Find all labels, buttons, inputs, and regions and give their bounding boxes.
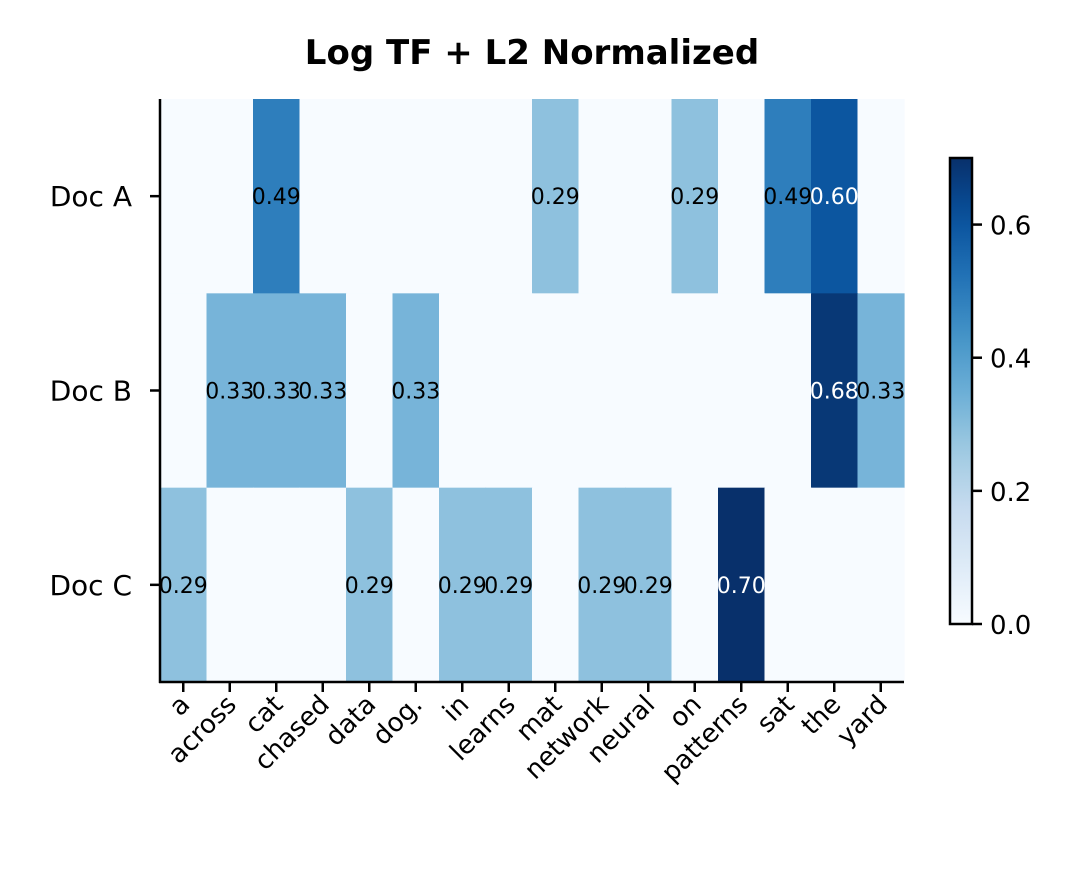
heatmap-cell xyxy=(764,487,812,683)
heatmap-cell xyxy=(718,99,766,294)
heatmap-cell xyxy=(392,99,440,294)
cell-value-label: 0.33 xyxy=(205,380,254,405)
x-tick-label: sat xyxy=(751,690,800,739)
heatmap-cell xyxy=(439,293,487,489)
heatmap-cell xyxy=(253,293,301,489)
colorbar: 0.0 0.2 0.4 0.6 xyxy=(948,156,1031,641)
x-tick-label: yard xyxy=(831,690,893,752)
heatmap-cell xyxy=(532,99,580,294)
heatmap-cell xyxy=(625,99,673,294)
y-tick-label: Doc C xyxy=(49,569,132,602)
cell-value-label: 0.70 xyxy=(717,574,766,599)
colorbar-tick-label: 0.4 xyxy=(990,345,1031,375)
x-tick-label: data xyxy=(320,690,383,753)
heatmap-cell xyxy=(532,293,580,489)
heatmap-cell xyxy=(857,487,905,683)
cell-value-label: 0.29 xyxy=(484,574,533,599)
cell-value-label: 0.49 xyxy=(252,185,301,210)
heatmap-cells xyxy=(160,99,905,683)
heatmap-cell xyxy=(578,487,626,683)
heatmap-cell xyxy=(346,487,394,683)
heatmap-cell xyxy=(299,293,347,489)
heatmap-cell xyxy=(253,487,301,683)
heatmap-cell xyxy=(439,99,487,294)
heatmap-cell xyxy=(392,293,440,489)
chart-title: Log TF + L2 Normalized xyxy=(305,33,759,73)
heatmap-cell xyxy=(532,487,580,683)
heatmap-cell xyxy=(392,487,440,683)
y-tick-label: Doc A xyxy=(50,180,132,213)
cell-value-label: 0.60 xyxy=(810,185,859,210)
cell-value-label: 0.33 xyxy=(298,380,347,405)
colorbar-tick-label: 0.0 xyxy=(990,611,1031,641)
heatmap-cell xyxy=(671,487,719,683)
heatmap-cell xyxy=(857,99,905,294)
heatmap-cell xyxy=(346,99,394,294)
heatmap-cell xyxy=(764,293,812,489)
heatmap-cell xyxy=(671,293,719,489)
heatmap-cell xyxy=(718,487,766,683)
heatmap-cell xyxy=(811,99,859,294)
heatmap-cell xyxy=(206,487,254,683)
x-tick-label: dog. xyxy=(367,690,429,752)
y-axis-ticks: Doc A Doc B Doc C xyxy=(49,180,160,602)
heatmap-cell xyxy=(253,99,301,294)
colorbar-tick-label: 0.2 xyxy=(990,478,1031,508)
cell-value-label: 0.29 xyxy=(624,574,673,599)
colorbar-tick-label: 0.6 xyxy=(990,212,1031,242)
heatmap-cell xyxy=(625,487,673,683)
heatmap-cell xyxy=(671,99,719,294)
heatmap-cell xyxy=(625,293,673,489)
heatmap-cell xyxy=(160,293,208,489)
colorbar-gradient xyxy=(950,158,972,624)
heatmap-cell xyxy=(718,293,766,489)
cell-value-label: 0.29 xyxy=(345,574,394,599)
heatmap-cell xyxy=(206,293,254,489)
cell-value-label: 0.29 xyxy=(577,574,626,599)
cell-value-label: 0.33 xyxy=(856,380,905,405)
colorbar-frame xyxy=(948,156,974,626)
cell-value-label: 0.33 xyxy=(391,380,440,405)
heatmap-cell xyxy=(811,487,859,683)
heatmap-cell xyxy=(764,99,812,294)
cell-value-label: 0.68 xyxy=(810,380,859,405)
heatmap-cell xyxy=(485,99,533,294)
cell-value-label: 0.29 xyxy=(531,185,580,210)
heatmap-cell xyxy=(485,293,533,489)
heatmap-cell xyxy=(346,293,394,489)
heatmap-cell xyxy=(485,487,533,683)
heatmap-cell xyxy=(857,293,905,489)
heatmap-cell xyxy=(439,487,487,683)
heatmap-cell xyxy=(811,293,859,489)
heatmap-cell xyxy=(578,99,626,294)
cell-value-label: 0.29 xyxy=(159,574,208,599)
heatmap-cell xyxy=(160,99,208,294)
heatmap-cell-labels: 0.49 0.29 0.29 0.490.600.330.330.33 0.33 0.68… xyxy=(159,185,905,599)
heatmap-cell xyxy=(299,99,347,294)
heatmap-cell xyxy=(578,293,626,489)
heatmap-cell xyxy=(299,487,347,683)
cell-value-label: 0.49 xyxy=(763,185,812,210)
heatmap-cell xyxy=(206,99,254,294)
cell-value-label: 0.33 xyxy=(252,380,301,405)
cell-value-label: 0.29 xyxy=(438,574,487,599)
heatmap-cell xyxy=(160,487,208,683)
cell-value-label: 0.29 xyxy=(670,185,719,210)
y-tick-label: Doc B xyxy=(50,375,132,408)
x-tick-label: a xyxy=(164,690,196,722)
